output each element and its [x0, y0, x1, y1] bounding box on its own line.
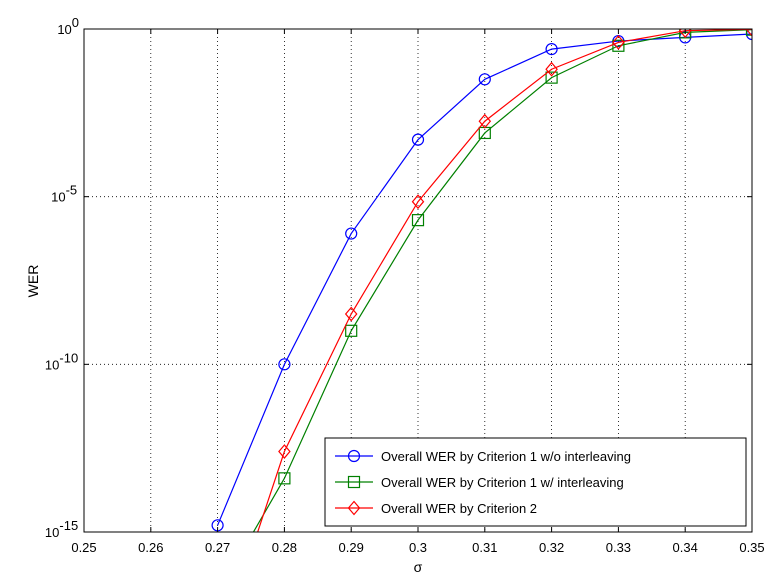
square-marker: [347, 475, 361, 489]
y-tick-base: 10: [51, 190, 65, 205]
grid-lines: [84, 29, 752, 532]
circle-marker: [345, 227, 358, 240]
diamond-marker: [344, 306, 358, 322]
y-tick-base: 10: [45, 525, 59, 540]
circle-marker: [347, 449, 361, 463]
axis-ticks: [83, 28, 753, 533]
x-tick-label: 0.26: [138, 540, 163, 555]
x-tick-label: 0.34: [673, 540, 698, 555]
series-line: [252, 29, 752, 532]
square-marker: [545, 71, 558, 84]
y-tick-base: 10: [57, 22, 71, 37]
x-axis-label: σ: [414, 559, 423, 575]
diamond-marker: [347, 500, 361, 516]
circle-marker: [411, 133, 425, 146]
legend-box: [324, 437, 747, 527]
circle-marker: [545, 43, 558, 56]
circle-marker: [478, 73, 491, 86]
y-tick-exponent: -10: [59, 350, 78, 365]
legend: Overall WER by Criterion 1 w/o interleav…: [324, 437, 747, 527]
y-axis-label: WER: [25, 265, 41, 298]
square-marker: [612, 39, 625, 52]
circle-marker: [278, 358, 291, 371]
legend-item: Overall WER by Criterion 1 w/ interleavi…: [335, 475, 624, 490]
diamond-marker: [478, 113, 492, 129]
x-tick-label: 0.25: [71, 540, 96, 555]
x-tick-label: 0.3: [409, 540, 427, 555]
legend-item: Overall WER by Criterion 2: [335, 500, 537, 516]
y-tick-exponent: -5: [66, 183, 78, 198]
y-tick-label: 10 -5: [51, 183, 77, 205]
square-marker: [345, 324, 358, 337]
legend-item: Overall WER by Criterion 1 w/o interleav…: [335, 449, 631, 464]
square-marker: [411, 214, 425, 227]
legend-label: Overall WER by Criterion 1 w/ interleavi…: [381, 475, 624, 490]
y-tick-label: 10 0: [57, 15, 79, 37]
square-marker: [278, 472, 291, 485]
y-tick-exponent: -15: [59, 518, 78, 533]
y-tick-exponent: 0: [72, 15, 79, 30]
legend-label: Overall WER by Criterion 1 w/o interleav…: [381, 449, 631, 464]
diamond-marker: [278, 444, 291, 459]
diamond-marker: [612, 34, 625, 50]
x-tick-label: 0.35: [739, 540, 764, 555]
diamond-marker: [678, 29, 692, 39]
x-tick-label: 0.29: [339, 540, 364, 555]
x-tick-labels: 0.25 0.26 0.27 0.28 0.29 0.3 0.31 0.32 0.33 0.34 0…: [71, 540, 764, 555]
y-tick-base: 10: [45, 357, 59, 372]
x-tick-label: 0.31: [472, 540, 497, 555]
diamond-marker: [545, 61, 558, 77]
x-tick-label: 0.28: [272, 540, 297, 555]
diamond-marker: [411, 194, 425, 210]
x-tick-label: 0.27: [205, 540, 230, 555]
series-line: [217, 33, 752, 526]
x-tick-label: 0.33: [606, 540, 631, 555]
y-tick-label: 10 -10: [45, 350, 78, 372]
series-3: [257, 29, 752, 532]
legend-label: Overall WER by Criterion 2: [381, 501, 537, 516]
y-tick-label: 10 -15: [45, 518, 78, 540]
series-layer: [211, 29, 752, 532]
x-tick-label: 0.32: [539, 540, 564, 555]
series-line: [257, 29, 752, 532]
